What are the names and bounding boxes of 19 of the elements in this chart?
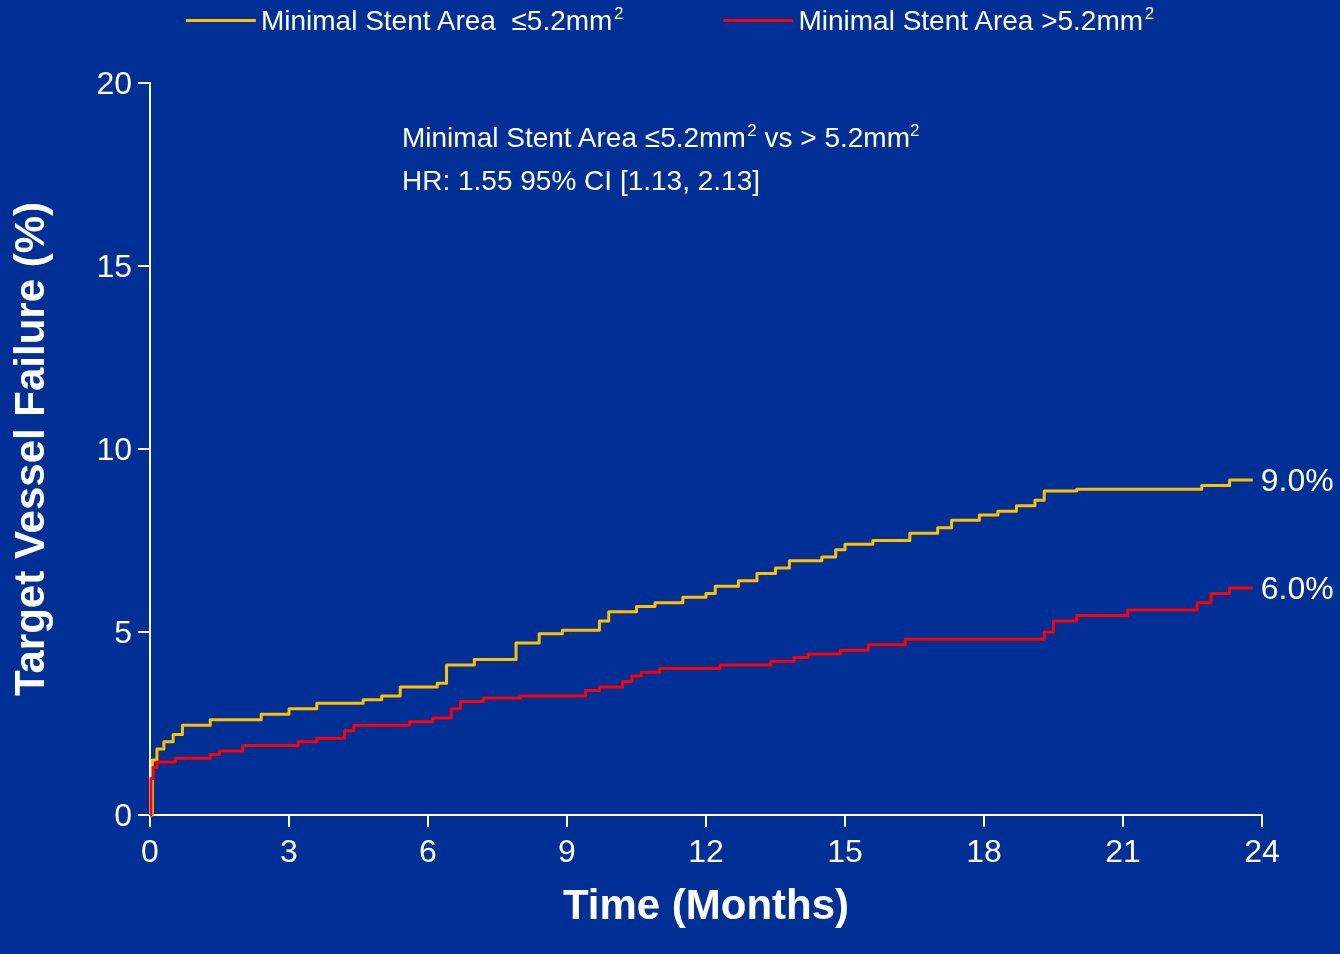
x-tick-label: 15	[827, 833, 863, 869]
x-axis-title: Time (Months)	[562, 880, 850, 928]
y-tick-label: 20	[96, 65, 132, 101]
x-tick-label: 24	[1244, 833, 1280, 869]
y-tick-label: 0	[114, 797, 132, 833]
x-tick-label: 6	[419, 833, 437, 869]
y-tick-label: 10	[96, 431, 132, 467]
y-axis-title: Target Vessel Failure (%)	[5, 201, 53, 697]
annotation: 6.0%	[1260, 570, 1334, 607]
x-tick-label: 21	[1105, 833, 1141, 869]
annotation: 9.0%	[1260, 462, 1334, 499]
x-tick-label: 12	[688, 833, 724, 869]
y-tick-label: 5	[114, 614, 132, 650]
x-tick-label: 3	[280, 833, 298, 869]
x-tick-label: 18	[966, 833, 1002, 869]
y-tick-label: 15	[96, 248, 132, 284]
annotation: HR: 1.55 95% CI [1.13, 2.13]	[402, 164, 760, 196]
x-tick-label: 9	[558, 833, 576, 869]
x-tick-label: 0	[141, 833, 159, 869]
